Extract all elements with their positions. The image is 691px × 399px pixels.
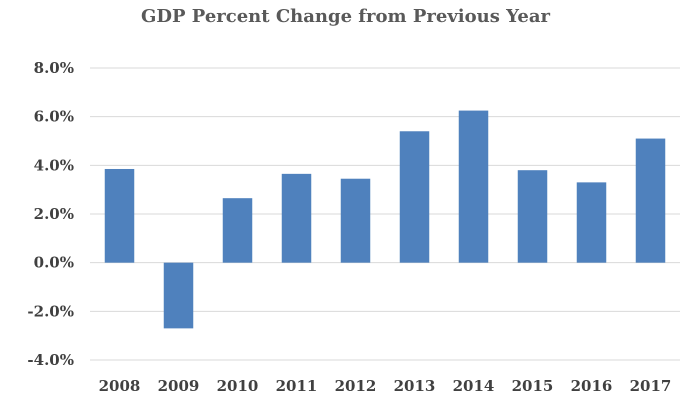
bar-2015 <box>517 170 548 263</box>
x-tick-label: 2009 <box>158 377 200 395</box>
y-tick-label: 6.0% <box>34 108 74 126</box>
bar-2008 <box>104 168 135 263</box>
bar-2012 <box>340 178 371 263</box>
y-tick-label: 8.0% <box>34 59 74 77</box>
y-tick-label: -4.0% <box>27 351 74 369</box>
y-tick-label: 2.0% <box>34 205 74 223</box>
x-tick-label: 2015 <box>512 377 554 395</box>
x-tick-label: 2012 <box>335 377 377 395</box>
bar-2017 <box>635 138 666 263</box>
x-axis-ticks: 2008 2009 2010 2011 2012 2013 2014 2015 2016 2017 <box>99 377 672 395</box>
bars <box>104 110 666 329</box>
x-tick-label: 2013 <box>394 377 436 395</box>
bar-2016 <box>576 182 607 263</box>
x-tick-label: 2017 <box>630 377 672 395</box>
bar-2014 <box>458 110 489 263</box>
y-axis-ticks: 8.0% 6.0% 4.0% 2.0% 0.0% -2.0% -4.0% <box>27 59 74 369</box>
chart-title: GDP Percent Change from Previous Year <box>140 6 550 27</box>
x-tick-label: 2016 <box>571 377 613 395</box>
bar-2013 <box>399 131 430 263</box>
bar-2009 <box>163 262 194 329</box>
x-tick-label: 2014 <box>453 377 495 395</box>
x-tick-label: 2008 <box>99 377 141 395</box>
bar-2011 <box>281 173 312 263</box>
bar-2010 <box>222 198 253 263</box>
y-tick-label: -2.0% <box>27 302 74 320</box>
x-tick-label: 2010 <box>217 377 259 395</box>
y-tick-label: 4.0% <box>34 156 74 174</box>
x-tick-label: 2011 <box>276 377 318 395</box>
y-tick-label: 0.0% <box>34 254 74 272</box>
